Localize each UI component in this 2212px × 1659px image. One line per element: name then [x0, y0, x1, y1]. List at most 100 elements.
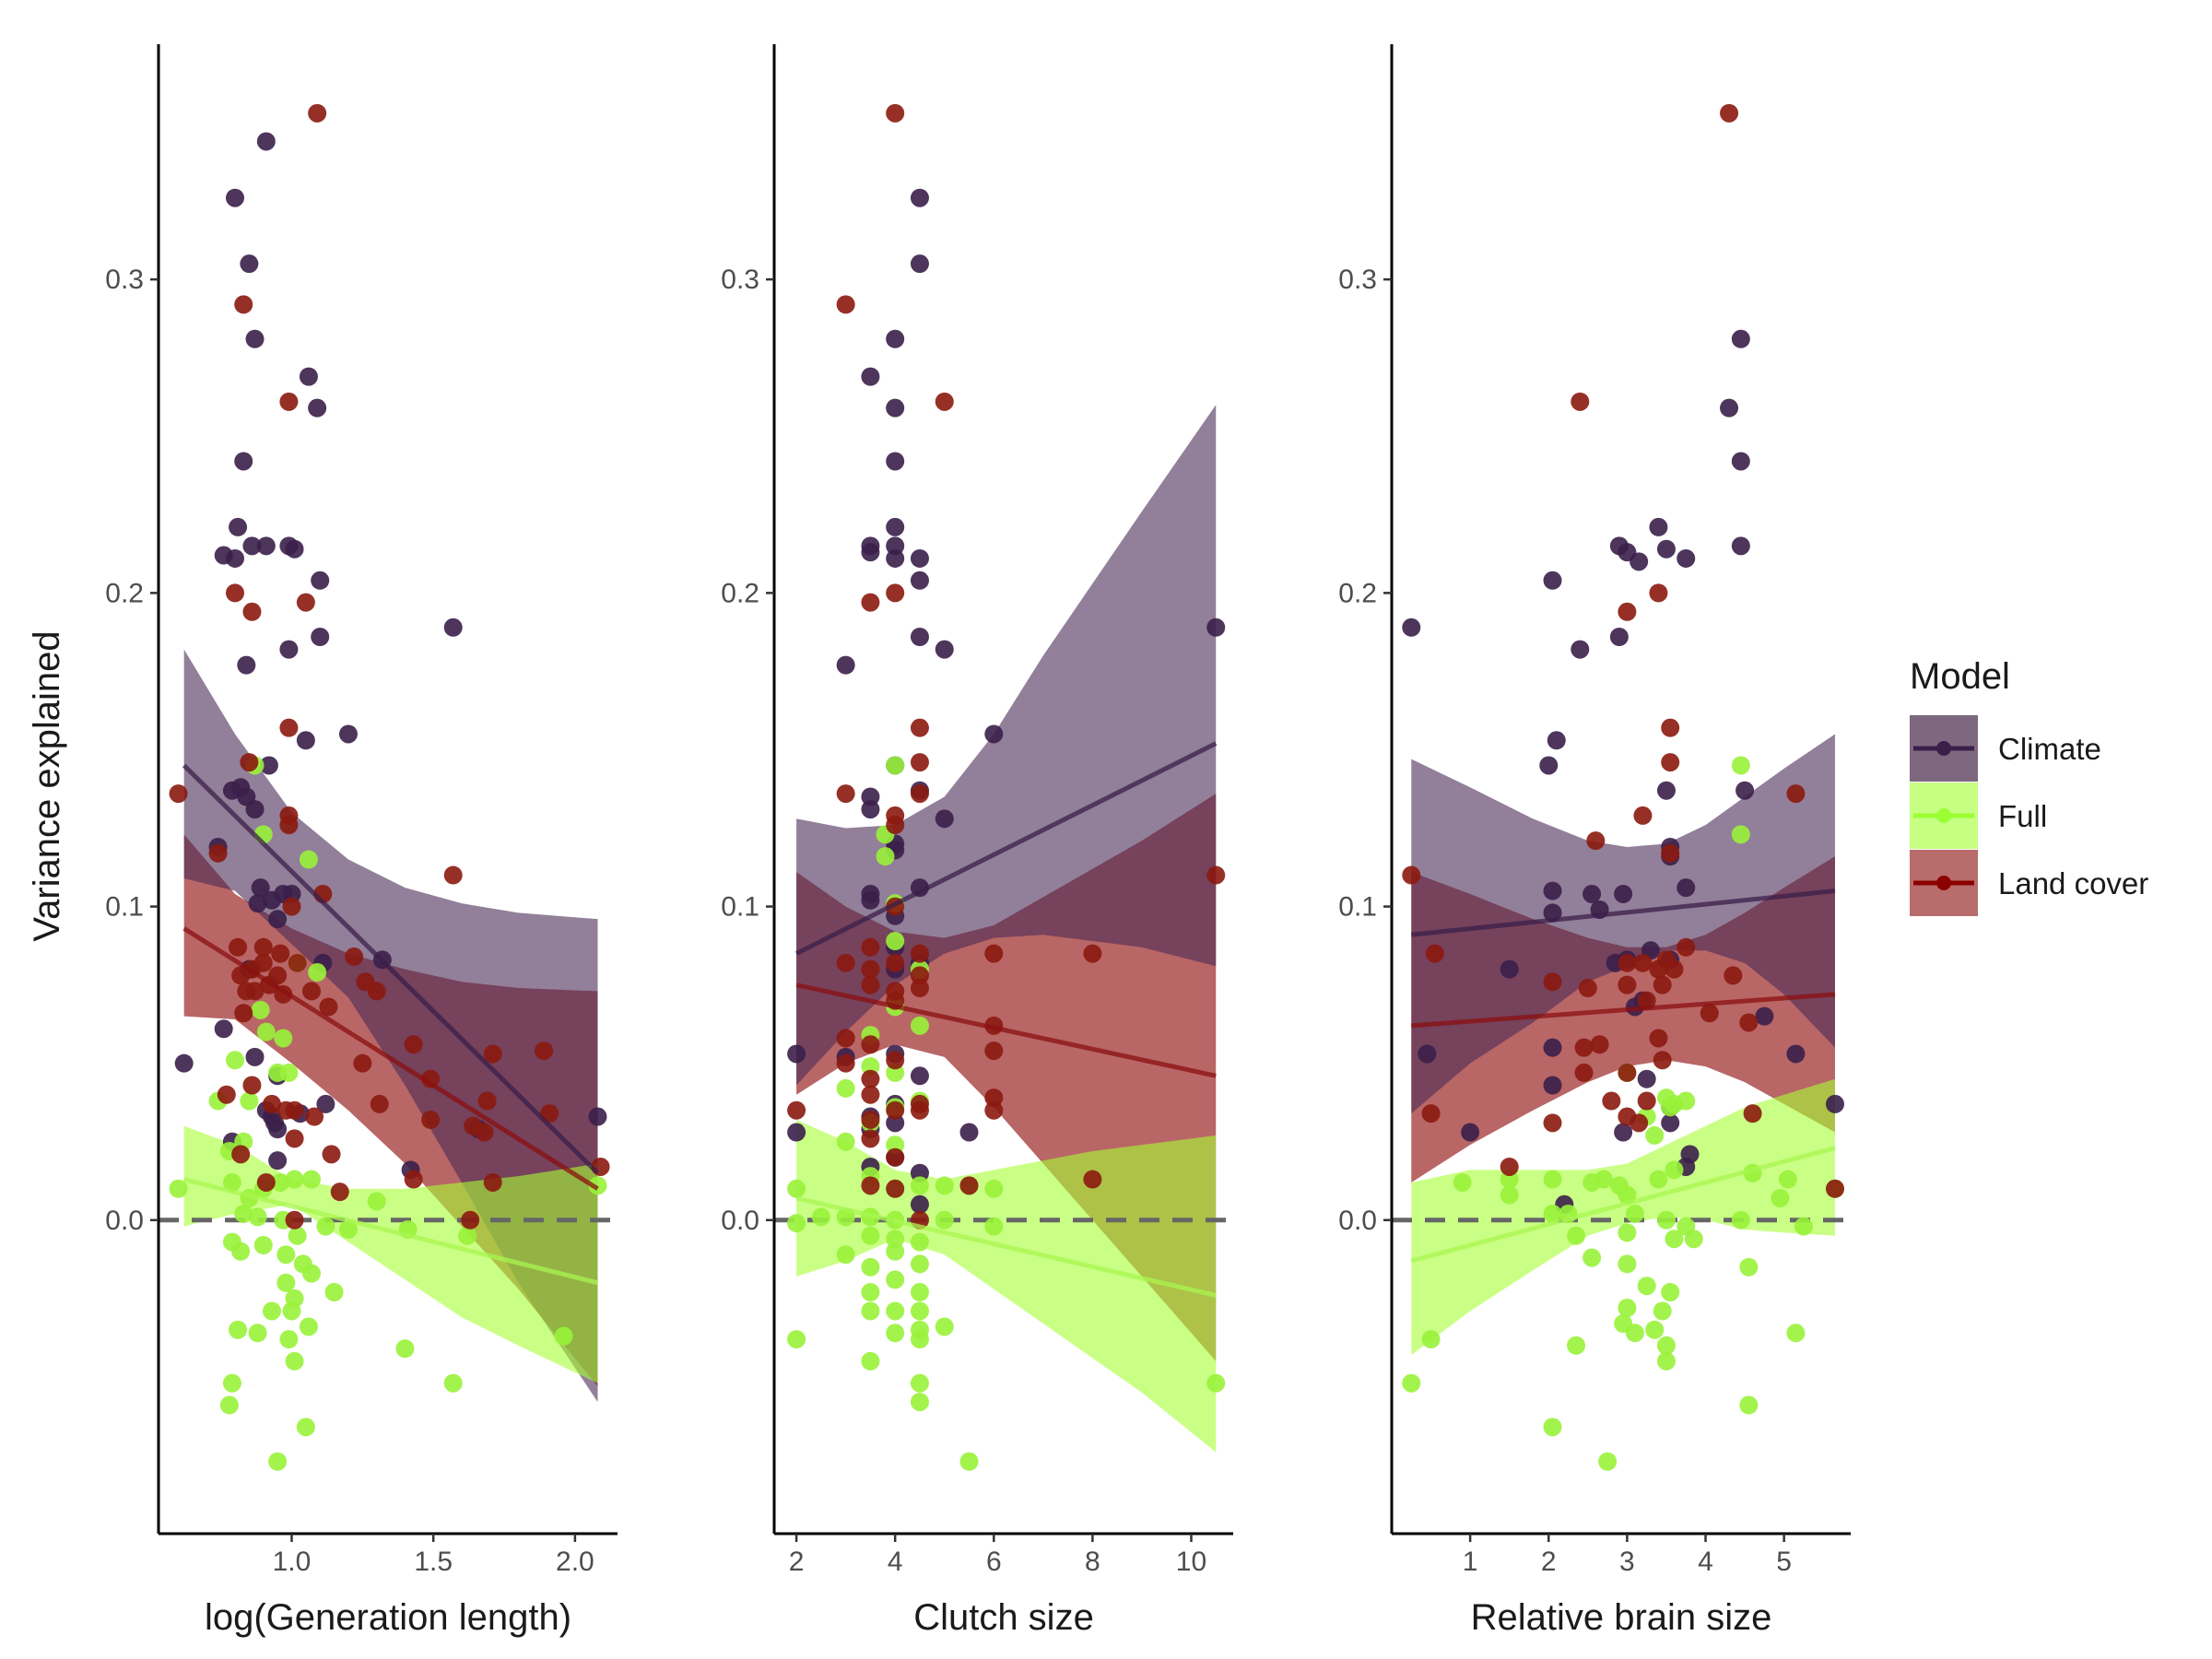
point-climate	[1731, 329, 1750, 348]
point-climate	[787, 1044, 806, 1064]
point-full	[861, 1301, 880, 1321]
point-full	[1543, 1170, 1562, 1189]
point-land-cover	[1649, 1029, 1668, 1048]
point-climate	[886, 329, 905, 348]
point-full	[910, 1176, 929, 1195]
point-land-cover	[886, 1051, 905, 1070]
point-climate	[299, 367, 318, 386]
point-full	[1618, 1254, 1637, 1274]
fit-line-land-cover	[1411, 992, 1836, 1029]
point-full	[1625, 1324, 1644, 1343]
point-land-cover	[1590, 1035, 1609, 1054]
point-land-cover	[836, 295, 855, 314]
point-land-cover	[1574, 1038, 1594, 1057]
point-full	[1583, 1172, 1602, 1192]
point-climate	[787, 1123, 806, 1142]
point-land-cover	[245, 982, 265, 1001]
point-land-cover	[1661, 843, 1680, 863]
point-full	[226, 1051, 244, 1070]
x-tick-label: 3	[1619, 1547, 1635, 1577]
point-climate	[248, 894, 267, 913]
point-land-cover	[288, 953, 307, 972]
point-full	[282, 1301, 301, 1321]
point-climate	[1547, 731, 1566, 750]
point-climate	[959, 1123, 979, 1142]
point-full	[338, 1219, 358, 1239]
point-full	[886, 1270, 905, 1289]
point-land-cover	[234, 1004, 253, 1023]
point-land-cover	[483, 1044, 502, 1064]
point-land-cover	[253, 953, 273, 972]
point-climate	[910, 1194, 929, 1214]
point-full	[1794, 1217, 1813, 1236]
point-land-cover	[1206, 865, 1226, 885]
point-land-cover	[886, 583, 905, 603]
point-land-cover	[370, 1094, 389, 1113]
point-land-cover	[1500, 1157, 1519, 1176]
point-climate	[1614, 884, 1633, 903]
point-full	[1677, 1091, 1696, 1111]
point-land-cover	[296, 593, 315, 612]
point-climate	[311, 627, 330, 646]
point-land-cover	[959, 1176, 979, 1195]
point-land-cover	[404, 1170, 423, 1189]
point-full	[1645, 1125, 1665, 1145]
point-full	[253, 1236, 273, 1255]
y-tick-label: 0.1	[1338, 892, 1377, 923]
y-tick-label: 0.2	[105, 578, 144, 608]
y-tick-label: 0.3	[105, 265, 144, 295]
point-climate	[1206, 618, 1226, 637]
point-full	[234, 1204, 253, 1223]
point-full	[299, 1317, 318, 1336]
point-land-cover	[231, 966, 251, 985]
point-land-cover	[1661, 718, 1680, 737]
point-climate	[1543, 881, 1562, 900]
point-climate	[1543, 1038, 1562, 1057]
point-climate	[229, 517, 248, 536]
point-land-cover	[322, 1145, 341, 1164]
point-climate	[1614, 1123, 1633, 1142]
point-climate	[285, 539, 304, 559]
point-land-cover	[285, 1210, 304, 1230]
point-climate	[836, 655, 855, 675]
x-tick-label: 2	[789, 1547, 805, 1577]
point-land-cover	[282, 897, 301, 916]
point-full	[1206, 1373, 1226, 1393]
x-tick-label: 1.0	[273, 1547, 312, 1577]
confidence-band-full	[1411, 1078, 1835, 1356]
point-full	[1739, 1395, 1759, 1415]
point-land-cover	[1653, 1051, 1672, 1070]
point-land-cover	[910, 784, 929, 804]
point-full	[248, 1324, 267, 1343]
point-full	[1656, 1210, 1676, 1230]
point-full	[276, 1245, 296, 1265]
point-climate	[1583, 884, 1602, 903]
point-land-cover	[1578, 979, 1597, 998]
point-land-cover	[1571, 392, 1590, 411]
point-full	[984, 1179, 1004, 1198]
point-land-cover	[1633, 806, 1653, 825]
point-full	[787, 1330, 806, 1349]
point-full	[169, 1179, 188, 1198]
point-land-cover	[836, 1053, 855, 1073]
point-climate	[1720, 398, 1739, 418]
point-land-cover	[886, 1179, 905, 1198]
point-climate	[245, 1047, 265, 1066]
point-full	[886, 932, 905, 951]
fit-line-climate	[794, 741, 1218, 956]
point-land-cover	[330, 1182, 349, 1202]
point-land-cover	[262, 1094, 281, 1113]
point-full	[861, 1283, 880, 1302]
point-climate	[1539, 756, 1559, 775]
point-land-cover	[319, 997, 338, 1017]
point-climate	[910, 254, 929, 274]
point-full	[836, 1132, 855, 1151]
point-climate	[1418, 1044, 1437, 1064]
point-land-cover	[1743, 1104, 1762, 1124]
point-land-cover	[302, 982, 321, 1001]
point-climate	[1656, 539, 1676, 559]
point-full	[279, 1063, 299, 1082]
point-full	[308, 963, 327, 982]
point-full	[935, 1317, 954, 1336]
point-full	[861, 1257, 880, 1277]
